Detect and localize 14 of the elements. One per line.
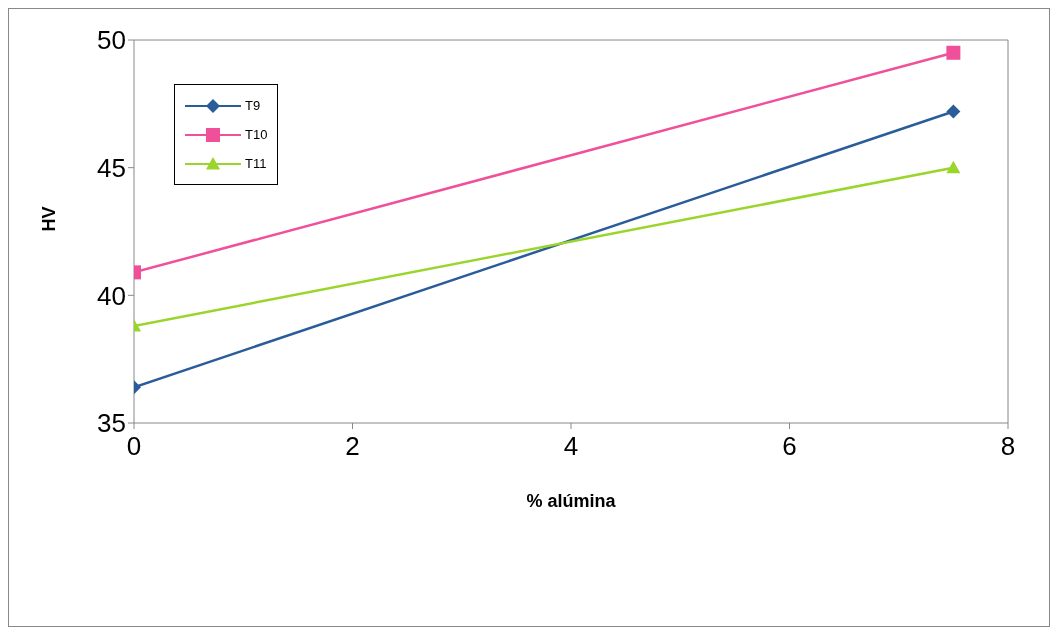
x-tick-label: 6: [782, 431, 797, 462]
x-axis-title: % alúmina: [526, 491, 617, 511]
y-axis-title: HV: [39, 206, 60, 232]
y-tick-label: 35: [97, 408, 126, 439]
legend-label: T11: [245, 156, 267, 171]
x-tick-label: 4: [563, 431, 579, 462]
y-tick-label: 50: [97, 25, 126, 56]
y-tick-label: 45: [97, 152, 126, 183]
x-tick-label: 8: [1000, 431, 1016, 462]
y-tick-label: 40: [97, 280, 126, 311]
x-tick-label: 0: [126, 431, 142, 462]
x-tick-label: 2: [345, 431, 360, 462]
legend-label: T10: [245, 127, 268, 142]
legend-label: T9: [245, 98, 261, 113]
